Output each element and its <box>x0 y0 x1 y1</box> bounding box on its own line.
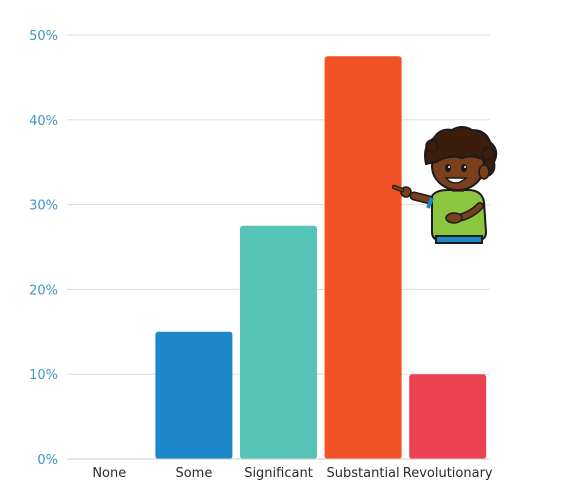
cartoon-boy-pointing-icon <box>392 126 498 244</box>
y-tick-label: 50% <box>29 29 58 44</box>
y-axis-ticks: 0% 10% 20% 30% 40% 50% <box>29 29 58 468</box>
bar-some <box>155 331 233 459</box>
x-tick-label: Some <box>175 466 212 481</box>
x-tick-label: None <box>92 466 126 481</box>
y-tick-label: 10% <box>29 368 58 383</box>
x-tick-label: Substantial <box>327 466 400 481</box>
x-axis-ticks: None Some Significant Substantial Revolution… <box>92 466 493 481</box>
y-tick-label: 30% <box>29 199 58 214</box>
y-tick-label: 40% <box>29 114 58 129</box>
bar-substantial <box>324 56 402 459</box>
bars <box>155 56 487 459</box>
bar-revolutionary <box>409 374 487 459</box>
y-tick-label: 0% <box>37 453 58 468</box>
x-tick-label: Significant <box>244 466 313 481</box>
bar-significant <box>240 225 317 459</box>
x-tick-label: Revolutionary <box>403 466 493 481</box>
y-tick-label: 20% <box>29 283 58 298</box>
